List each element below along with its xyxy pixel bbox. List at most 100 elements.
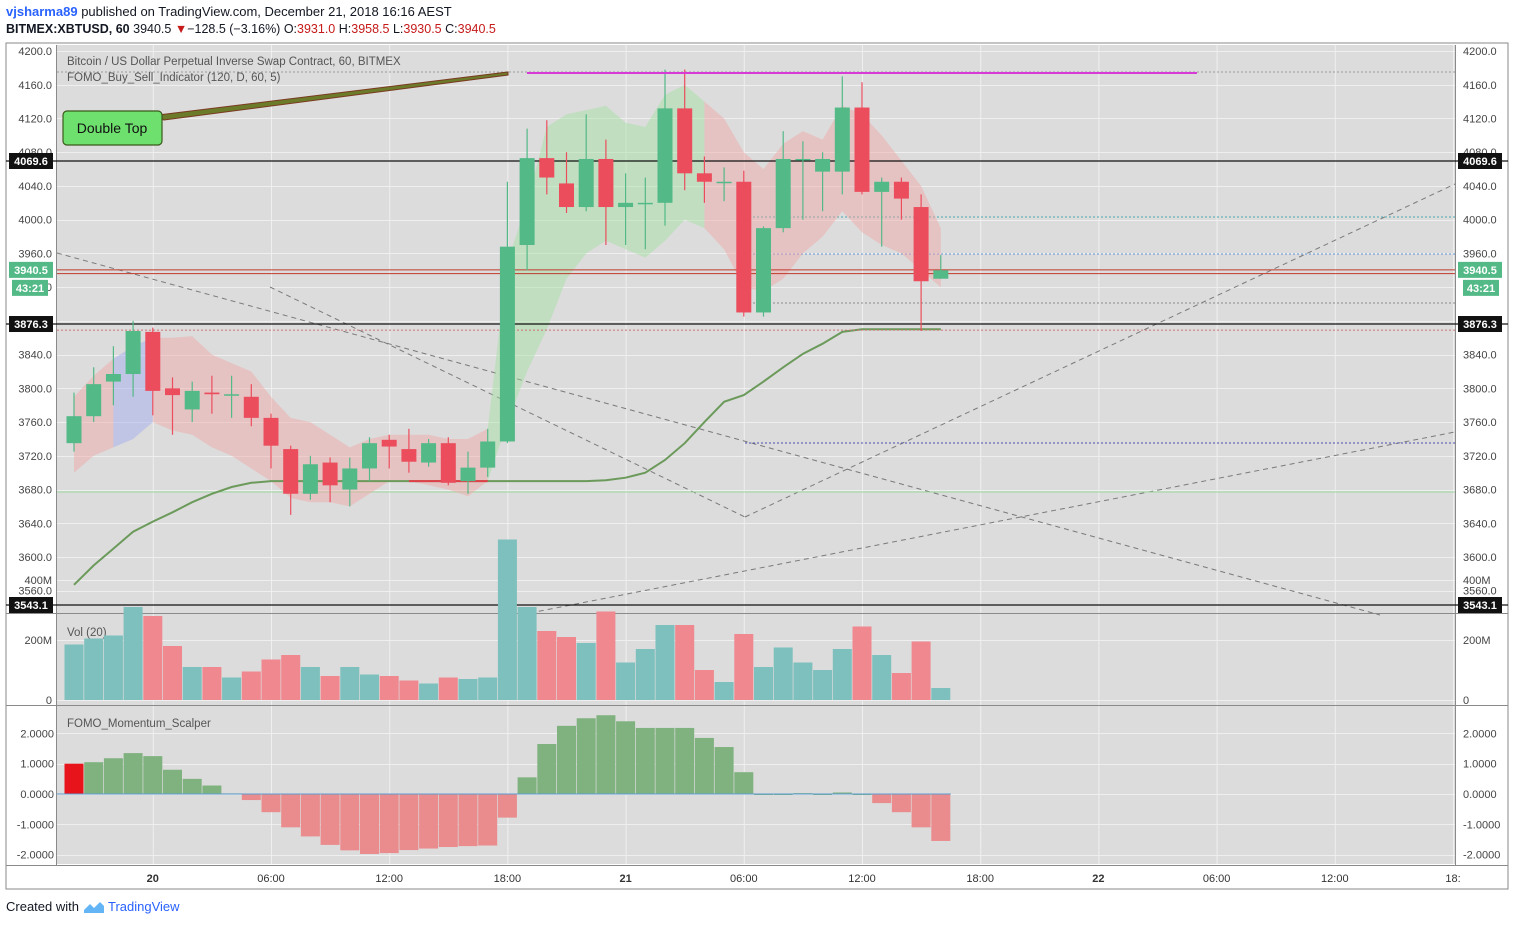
- momentum-bar: [714, 747, 734, 794]
- candle: [854, 82, 870, 195]
- countdown-text: 43:21: [16, 283, 44, 295]
- signal-band: [152, 336, 488, 507]
- time-tick: 20: [147, 873, 159, 885]
- candle-body: [145, 331, 161, 391]
- candle: [677, 69, 693, 191]
- volume-bar: [360, 674, 379, 700]
- publish-line: vjsharma89 published on TradingView.com,…: [6, 4, 452, 19]
- volume-tick-right: 0: [1463, 695, 1469, 707]
- candle-body: [381, 439, 397, 447]
- momentum-bar: [123, 753, 143, 794]
- volume-pane[interactable]: Vol (20): [64, 539, 951, 701]
- volume-bar: [931, 688, 951, 700]
- price-label-text: 3876.3: [1463, 319, 1497, 331]
- momentum-bar: [655, 727, 675, 794]
- candle-body: [559, 183, 574, 208]
- volume-bar: [241, 671, 261, 700]
- price-tick-left: 3800.0: [18, 383, 52, 395]
- candle-body: [874, 181, 890, 192]
- candle: [499, 181, 515, 444]
- volume-bar: [458, 679, 478, 700]
- candle-body: [86, 384, 102, 417]
- volume-bar: [773, 647, 793, 700]
- candle-body: [657, 108, 673, 203]
- candle-body: [933, 270, 949, 279]
- volume-bar: [478, 677, 498, 700]
- candle-body: [66, 416, 82, 444]
- price-tick-right: 3640.0: [1463, 518, 1497, 530]
- author-link[interactable]: vjsharma89: [6, 4, 78, 19]
- momentum-bar: [163, 769, 182, 794]
- candle-body: [696, 173, 712, 182]
- down-arrow-icon: ▼: [174, 22, 188, 36]
- candle: [460, 451, 476, 494]
- momentum-bar: [832, 792, 852, 794]
- candle-body: [677, 108, 693, 174]
- volume-bar: [143, 616, 163, 700]
- time-tick: 06:00: [1203, 873, 1231, 885]
- momentum-tick-left: -2.0000: [17, 850, 54, 862]
- momentum-tick-right: 0.0000: [1463, 789, 1497, 801]
- candle-body: [204, 392, 220, 395]
- candle: [559, 152, 574, 213]
- candle-body: [243, 396, 259, 418]
- candle: [165, 377, 180, 435]
- candle-body: [519, 158, 535, 245]
- volume-bar: [596, 611, 616, 700]
- candle: [263, 413, 279, 469]
- momentum-bar: [281, 794, 301, 828]
- momentum-bar: [517, 777, 537, 794]
- price-tick-left: 4000.0: [18, 215, 52, 227]
- open-label: O:: [283, 22, 298, 36]
- countdown-text: 43:21: [1467, 283, 1495, 295]
- price-tick-right: 3680.0: [1463, 485, 1497, 497]
- candle-body: [125, 331, 141, 375]
- price-tick-left: 3560.0: [18, 586, 52, 598]
- momentum-pane-bg: [57, 706, 1455, 864]
- momentum-bar: [360, 794, 379, 854]
- open-value: 3931.0: [297, 22, 336, 36]
- created-with-text: Created with: [6, 899, 79, 914]
- candle: [125, 320, 141, 397]
- candle: [66, 392, 82, 452]
- candle-body: [322, 462, 338, 486]
- candle-body: [815, 158, 831, 172]
- momentum-bar: [911, 794, 931, 828]
- candle: [302, 455, 318, 500]
- volume-bar: [734, 634, 754, 700]
- time-tick: 18:00: [966, 873, 994, 885]
- price-tick-right: 3760.0: [1463, 417, 1497, 429]
- momentum-bar: [635, 727, 655, 794]
- candle-body: [480, 441, 496, 468]
- momentum-bar: [64, 763, 84, 794]
- tradingview-link[interactable]: TradingView: [107, 899, 180, 914]
- trendline-dashed: [529, 431, 1456, 614]
- volume-bar: [320, 676, 340, 700]
- momentum-bar: [734, 772, 754, 794]
- volume-bar: [419, 683, 439, 700]
- candle-body: [362, 443, 377, 469]
- momentum-bar: [557, 725, 576, 794]
- candle-body: [499, 246, 515, 442]
- momentum-tick-right: 1.0000: [1463, 759, 1497, 771]
- momentum-tick-left: 1.0000: [20, 759, 54, 771]
- momentum-bar: [872, 794, 892, 804]
- price-pane[interactable]: Double Top Bitcoin / US Dollar Perpetual …: [6, 56, 1508, 616]
- volume-bar: [616, 662, 636, 700]
- time-tick: 06:00: [257, 873, 285, 885]
- volume-bar: [123, 607, 143, 700]
- candle: [716, 167, 732, 202]
- momentum-tick-right: -2.0000: [1463, 850, 1500, 862]
- candle: [381, 434, 397, 469]
- volume-bar: [202, 667, 222, 700]
- volume-bar: [891, 673, 911, 700]
- candle: [362, 437, 377, 482]
- volume-bar: [517, 607, 537, 700]
- candle-body: [105, 374, 121, 382]
- momentum-bar: [438, 794, 458, 848]
- price-label-left: [9, 261, 53, 278]
- candle: [834, 76, 850, 195]
- momentum-pane[interactable]: FOMO_Momentum_Scalper: [57, 715, 951, 854]
- candle-body: [342, 468, 358, 490]
